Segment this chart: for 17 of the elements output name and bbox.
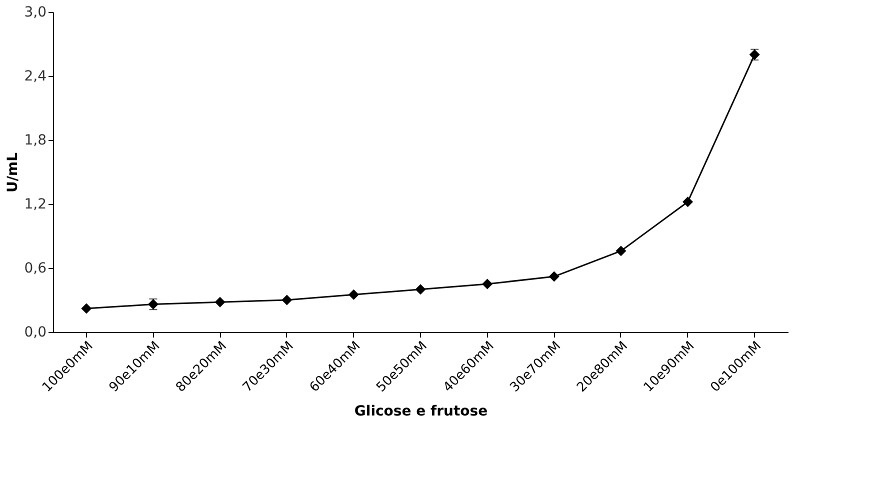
y-tick-label: 1,8 — [24, 132, 46, 148]
point — [616, 246, 626, 256]
point — [214, 296, 226, 308]
x-axis-title: Glicose e frutose — [354, 404, 488, 420]
y-tick-label: 0,0 — [24, 324, 46, 340]
point — [548, 271, 560, 282]
y-tick-label: 2,4 — [24, 68, 47, 84]
point — [482, 278, 493, 290]
y-tick-label: 0,6 — [24, 260, 47, 276]
point — [348, 289, 359, 300]
y-tick-label: 1,2 — [24, 196, 46, 212]
y-axis-title: U/mL — [5, 152, 22, 192]
point — [415, 284, 426, 295]
point — [81, 303, 92, 314]
point — [682, 196, 694, 208]
y-tick-label: 3,0 — [24, 4, 46, 20]
point — [282, 294, 292, 306]
